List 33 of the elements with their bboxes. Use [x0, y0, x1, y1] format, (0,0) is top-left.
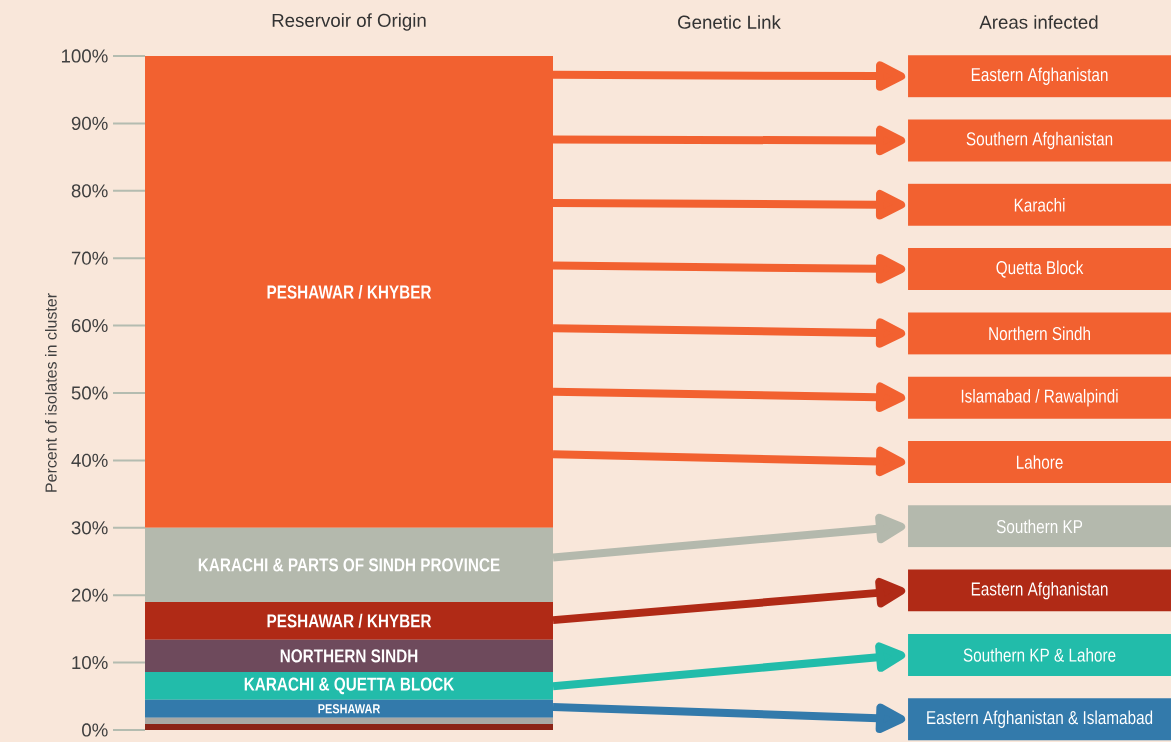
text: Islamabad / Rawalpindi — [961, 389, 1118, 407]
y-tick-label: 70% — [71, 251, 108, 265]
text: Southern Afghanistan — [966, 131, 1113, 150]
text: Lahore — [1016, 455, 1063, 469]
text: Southern KP & Lahore — [963, 648, 1116, 662]
text: Genetic Link — [678, 15, 781, 29]
series-label: KARACHI & PARTS OF SINDH PROVINCE — [198, 558, 500, 572]
chart-title: Reservoir of Origin — [272, 13, 426, 31]
text: Areas infected — [979, 15, 1098, 29]
text: Eastern Afghanistan — [971, 581, 1108, 600]
bar — [145, 723, 553, 730]
y-tick-label: 50% — [71, 386, 108, 400]
y-tick-label: 90% — [71, 116, 108, 130]
text: Quetta Block — [996, 260, 1084, 278]
y-tick-label: 40% — [71, 453, 108, 467]
text: Southern KP — [996, 519, 1083, 534]
series-label: PESHAWAR — [318, 704, 381, 714]
series-label: KARACHI & QUETTA BLOCK — [244, 677, 455, 695]
text: Eastern Afghanistan & Islamabad — [927, 710, 1153, 728]
text: Eastern Afghanistan — [971, 67, 1108, 85]
y-tick-label: 20% — [71, 588, 108, 602]
series-label: NORTHERN SINDH — [280, 649, 418, 663]
y-tick-label: 30% — [71, 521, 108, 535]
text: Northern Sindh — [989, 326, 1090, 341]
text: Karachi — [1014, 197, 1065, 212]
y-tick-label: 80% — [71, 184, 108, 198]
y-tick-label: 100% — [61, 49, 108, 63]
series-label: PESHAWAR / KHYBER — [267, 613, 432, 628]
y-tick-label: 0% — [82, 723, 108, 737]
y-axis-title: Percent of isolates in cluster — [44, 293, 57, 492]
series-label: PESHAWAR / KHYBER — [267, 284, 432, 299]
y-tick-label: 60% — [71, 318, 108, 333]
y-tick-label: 10% — [72, 655, 108, 670]
